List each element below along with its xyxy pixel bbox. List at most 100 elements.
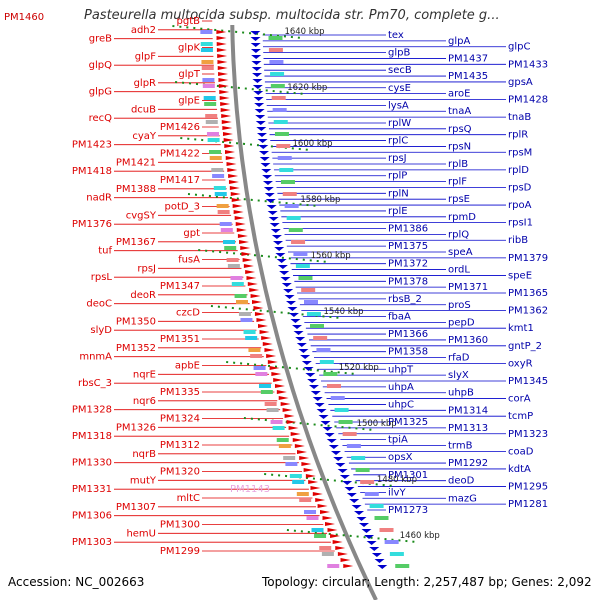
gene-label-pm1331[interactable]: PM1331 [72, 484, 112, 495]
reverse-gene-arrow[interactable] [252, 85, 263, 89]
reverse-gene-arrow[interactable] [277, 265, 288, 269]
feature-block[interactable] [202, 78, 215, 82]
forward-gene-arrow[interactable] [221, 120, 232, 124]
gene-label-pm1292[interactable]: PM1292 [448, 458, 488, 469]
gene-label-pm1325[interactable]: PM1325 [388, 417, 428, 428]
feature-block[interactable] [311, 528, 324, 532]
forward-gene-arrow[interactable] [216, 48, 227, 52]
feature-block[interactable] [374, 516, 389, 520]
reverse-gene-arrow[interactable] [252, 79, 263, 83]
reverse-gene-arrow[interactable] [296, 343, 307, 347]
gene-label-pm1423[interactable]: PM1423 [72, 140, 112, 151]
gene-label-fbaa[interactable]: fbaA [388, 311, 411, 322]
gene-label-pm1320[interactable]: PM1320 [160, 467, 200, 478]
gene-label-muty[interactable]: mutY [130, 475, 157, 486]
forward-gene-arrow[interactable] [220, 102, 231, 106]
feature-block[interactable] [304, 300, 318, 304]
gene-label-ordl[interactable]: ordL [448, 265, 470, 276]
feature-block[interactable] [288, 228, 303, 232]
feature-block[interactable] [355, 468, 370, 472]
reverse-gene-arrow[interactable] [255, 115, 266, 119]
gene-label-pm1437[interactable]: PM1437 [448, 53, 488, 64]
feature-block[interactable] [268, 48, 283, 52]
forward-gene-arrow[interactable] [320, 510, 331, 514]
feature-block[interactable] [264, 402, 277, 406]
forward-gene-arrow[interactable] [217, 54, 228, 58]
forward-gene-arrow[interactable] [310, 486, 321, 490]
gene-label-glpa[interactable]: glpA [448, 36, 470, 47]
forward-gene-arrow[interactable] [228, 180, 239, 184]
gene-label-rpld[interactable]: rplD [508, 165, 529, 176]
feature-block[interactable] [270, 84, 285, 88]
forward-gene-arrow[interactable] [223, 138, 234, 142]
gene-label-lysa[interactable]: lysA [388, 100, 409, 111]
forward-gene-arrow[interactable] [226, 162, 237, 166]
forward-gene-arrow[interactable] [335, 546, 346, 550]
gene-label-gpsa[interactable]: gpsA [508, 77, 533, 88]
gene-label-pm1372[interactable]: PM1372 [388, 259, 428, 270]
feature-block[interactable] [283, 456, 296, 460]
reverse-gene-arrow[interactable] [295, 337, 306, 341]
forward-gene-arrow[interactable] [231, 198, 242, 202]
feature-block[interactable] [220, 228, 233, 232]
feature-block[interactable] [284, 204, 299, 208]
forward-gene-arrow[interactable] [308, 480, 319, 484]
feature-block[interactable] [269, 60, 284, 64]
feature-block[interactable] [277, 156, 292, 160]
forward-gene-arrow[interactable] [315, 498, 326, 502]
forward-gene-arrow[interactable] [224, 144, 235, 148]
forward-gene-arrow[interactable] [286, 420, 297, 424]
reverse-gene-arrow[interactable] [298, 349, 309, 353]
gene-label-rplw[interactable]: rplW [388, 118, 411, 129]
gene-label-glpf[interactable]: glpF [135, 51, 156, 62]
gene-label-gpt[interactable]: gpt [183, 228, 200, 239]
feature-block[interactable] [266, 408, 279, 412]
feature-block[interactable] [276, 438, 289, 442]
gene-label-pm1323[interactable]: PM1323 [508, 429, 548, 440]
gene-label-pm1347[interactable]: PM1347 [160, 281, 200, 292]
forward-gene-arrow[interactable] [225, 156, 236, 160]
gene-label-glpb[interactable]: glpB [388, 48, 410, 59]
feature-block[interactable] [323, 372, 338, 376]
feature-block[interactable] [206, 132, 219, 136]
forward-gene-arrow[interactable] [280, 402, 291, 406]
reverse-gene-arrow[interactable] [377, 565, 388, 569]
gene-label-tnaa[interactable]: tnaA [448, 106, 471, 117]
gene-label-rpsi1[interactable]: rpsI1 [508, 218, 533, 229]
feature-block[interactable] [313, 336, 328, 340]
feature-block[interactable] [238, 312, 251, 316]
forward-gene-arrow[interactable] [237, 234, 248, 238]
reverse-gene-arrow[interactable] [276, 259, 287, 263]
reverse-gene-arrow[interactable] [262, 175, 273, 179]
reverse-gene-arrow[interactable] [335, 463, 346, 467]
reverse-gene-arrow[interactable] [268, 217, 279, 221]
feature-block[interactable] [351, 456, 366, 460]
gene-label-pros[interactable]: proS [448, 300, 471, 311]
reverse-gene-arrow[interactable] [254, 109, 265, 113]
feature-block[interactable] [203, 96, 216, 100]
gene-label-slyd[interactable]: slyD [90, 325, 112, 336]
feature-block[interactable] [346, 444, 361, 448]
reverse-gene-arrow[interactable] [253, 91, 264, 95]
feature-block[interactable] [236, 300, 248, 304]
forward-gene-arrow[interactable] [230, 192, 241, 196]
feature-block[interactable] [276, 144, 291, 148]
gene-label-pm1312[interactable]: PM1312 [160, 440, 200, 451]
feature-block[interactable] [286, 216, 301, 220]
gene-label-cvgsy[interactable]: cvgSY [126, 210, 157, 221]
gene-label-pm1426[interactable]: PM1426 [160, 122, 200, 133]
reverse-gene-arrow[interactable] [344, 487, 355, 491]
gene-label-pm1388[interactable]: PM1388 [116, 184, 156, 195]
gene-label-oxyr[interactable]: oxyR [508, 358, 533, 369]
feature-block[interactable] [306, 516, 319, 520]
gene-label-pm1378[interactable]: PM1378 [388, 276, 428, 287]
forward-gene-arrow[interactable] [242, 258, 253, 262]
gene-label-nqrb[interactable]: nqrB [132, 449, 156, 460]
feature-block[interactable] [245, 336, 258, 340]
reverse-gene-arrow[interactable] [366, 541, 377, 545]
gene-label-mazg[interactable]: mazG [448, 493, 477, 504]
feature-block[interactable] [204, 102, 217, 106]
feature-block[interactable] [268, 36, 283, 40]
gene-label-pm1303[interactable]: PM1303 [72, 537, 112, 548]
reverse-gene-arrow[interactable] [257, 139, 268, 143]
